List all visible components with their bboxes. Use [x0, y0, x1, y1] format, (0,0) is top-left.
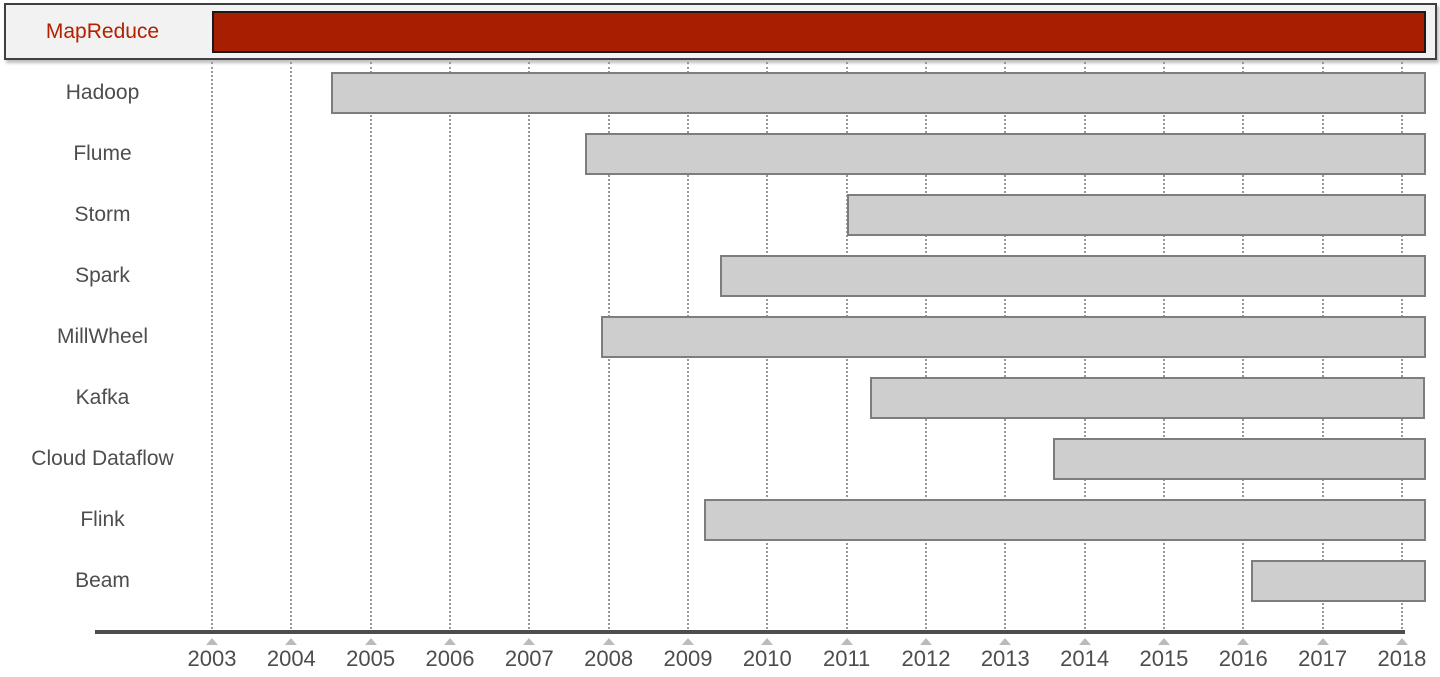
- axis-tick-label-2010: 2010: [742, 646, 792, 671]
- axis-tick-marker-2005: [364, 638, 377, 645]
- axis-tick-marker-2003: [206, 638, 218, 645]
- row-label-flink: Flink: [80, 508, 125, 531]
- axis-tick-marker-2018: [1395, 638, 1408, 645]
- row-label-kafka: Kafka: [75, 386, 130, 409]
- axis-tick-label-2017: 2017: [1298, 646, 1348, 671]
- axis-tick-label-2006: 2006: [425, 646, 475, 671]
- bar-kafka: [870, 377, 1425, 419]
- axis-tick-marker-2015: [1157, 638, 1170, 645]
- axis-tick-marker-2007: [523, 638, 536, 645]
- bar-flume: [585, 133, 1426, 175]
- axis-tick-label-2012: 2012: [901, 646, 951, 671]
- row-label-spark: Spark: [75, 264, 130, 287]
- gridline-2003: [211, 62, 213, 633]
- axis-tick-marker-2011: [840, 638, 853, 645]
- bar-spark: [720, 255, 1426, 297]
- row-label-beam: Beam: [75, 569, 130, 592]
- axis-tick-label-2009: 2009: [663, 646, 713, 671]
- axis-tick-marker-2016: [1237, 638, 1250, 645]
- axis-tick-label-2018: 2018: [1377, 646, 1427, 671]
- row-label-storm: Storm: [74, 203, 131, 226]
- bar-flink: [704, 499, 1426, 541]
- gridline-2004: [290, 62, 293, 633]
- axis-tick-marker-2017: [1316, 638, 1329, 645]
- axis-tick-marker-2014: [1078, 638, 1091, 645]
- gridline-2007: [528, 62, 531, 633]
- axis-tick-label-2016: 2016: [1218, 646, 1268, 671]
- axis-tick-label-2011: 2011: [822, 646, 871, 671]
- axis-tick-label-2008: 2008: [584, 646, 634, 671]
- axis-tick-marker-2009: [681, 638, 694, 645]
- axis-tick-marker-2013: [999, 638, 1012, 645]
- x-axis-line: [95, 630, 1405, 634]
- axis-tick-marker-2012: [919, 638, 932, 645]
- axis-tick-marker-2004: [285, 638, 298, 645]
- axis-tick-label-2014: 2014: [1060, 646, 1110, 671]
- row-label-millwheel: MillWheel: [56, 325, 148, 348]
- bar-hadoop: [331, 72, 1426, 114]
- axis-tick-label-2003: 2003: [187, 646, 237, 671]
- row-label-flume: Flume: [73, 142, 132, 165]
- bar-beam: [1251, 560, 1426, 602]
- bar-mapreduce: [212, 11, 1426, 53]
- gridline-2005: [369, 62, 372, 633]
- gridline-2006: [448, 62, 451, 633]
- row-label-mapreduce: MapReduce: [45, 20, 160, 43]
- axis-tick-marker-2008: [602, 638, 615, 645]
- axis-tick-marker-2010: [761, 638, 774, 645]
- row-label-cloud-dataflow: Cloud Dataflow: [31, 447, 174, 470]
- axis-tick-label-2007: 2007: [504, 646, 554, 671]
- bar-cloud-dataflow: [1053, 438, 1426, 480]
- bar-millwheel: [601, 316, 1426, 358]
- row-label-hadoop: Hadoop: [65, 81, 140, 104]
- axis-tick-label-2005: 2005: [346, 646, 396, 671]
- axis-tick-marker-2006: [443, 638, 456, 645]
- axis-tick-label-2013: 2013: [980, 646, 1030, 671]
- bar-storm: [847, 194, 1426, 236]
- axis-tick-label-2004: 2004: [266, 646, 316, 671]
- axis-tick-label-2015: 2015: [1139, 646, 1189, 671]
